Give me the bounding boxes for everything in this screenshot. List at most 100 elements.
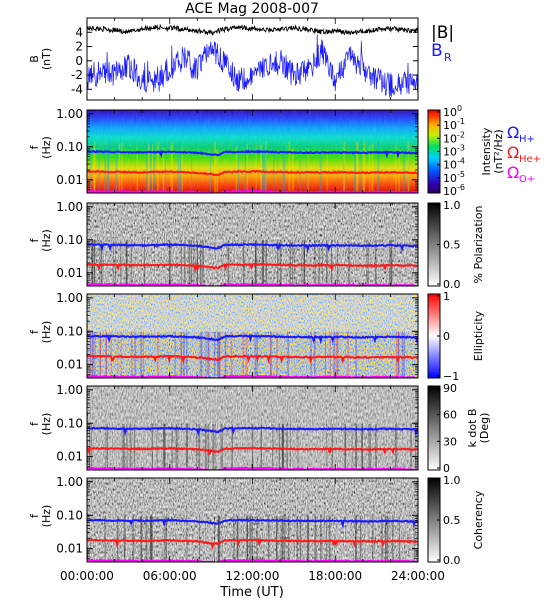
spectrogram-streak [265,141,267,193]
spectrogram-streak [104,144,107,193]
spectrogram-streak [218,331,220,378]
spectrogram-streak [183,331,185,378]
spectrogram-streak [94,331,96,378]
spectrogram-streak [177,423,179,470]
spectrogram-streak [307,148,309,193]
spectrogram-streak [291,147,294,193]
y-tick-label: 0.01 [56,358,83,372]
colorbar-tick-label: 10 [443,185,457,198]
colorbar [427,385,441,471]
spectrogram-streak [212,423,214,470]
spectrogram-streak [362,423,363,470]
spectrogram-streak [118,143,121,193]
spectrogram-streak [174,331,176,378]
spectrogram-streak [270,331,272,378]
spectrogram-streak [254,240,257,286]
spectrogram-streak [288,141,291,193]
spectrogram-streak [398,331,400,378]
y-axis-label: f (Hz) [28,413,53,436]
spectrogram-streak [120,331,122,378]
panel-magnetic-field: 420-2-4B (nT)|B|B R [28,17,454,101]
y-tick-label: 2 [75,40,83,54]
spectrogram-streak [276,515,278,562]
spectrogram-streak [130,240,132,286]
spectrogram-streak [177,142,180,193]
spectrogram-streak [100,240,103,286]
colorbar-tick-label: 0 [443,330,450,343]
spectrogram-streak [273,142,275,193]
spectrogram-streak [282,146,285,193]
y-tick-label: -4 [71,82,83,96]
spectrogram-streak [354,147,357,193]
y-tick-label: 1.00 [56,475,83,489]
colorbar-tick-label: 10 [443,146,457,159]
spectrogram-streak [237,140,240,193]
spectrogram-streak [105,331,108,378]
spectrogram-streak [396,423,398,470]
spectrogram-streak [149,142,152,193]
spectrogram-streak [320,515,322,562]
spectrogram-streak [403,331,405,378]
spectrogram-streak [204,423,207,470]
spectrogram-streak [231,423,233,470]
spectrogram-streak [180,331,182,378]
spectrogram-streak [392,515,394,562]
spectrogram-streak [351,423,353,470]
spectrogram-streak [355,515,357,562]
y-axis-label-line: (Hz) [40,136,53,159]
spectrogram-streak [162,147,165,193]
colorbar-tick-exponent: -6 [457,183,465,192]
colorbar-tick-label: 10 [443,159,457,172]
y-axis-label-line: (Hz) [40,413,53,436]
x-tick-label: 00:00:00 [60,569,114,583]
spectrogram-streak [290,423,291,470]
spectrogram-streak [93,240,95,286]
spectrogram-streak [362,149,365,193]
gyrofrequency-line-he-plus [87,354,418,365]
spectrogram-image [87,110,418,193]
spectrogram-streak [105,423,107,470]
colorbar-tick-exponent: -2 [457,130,465,139]
spectrogram-streak [307,515,309,562]
spectrogram-streak [335,331,337,378]
spectrogram-streak [251,423,254,470]
spectrogram-streak [347,331,349,378]
spectrogram-streak [162,423,165,470]
spectrogram-streak [107,140,110,193]
spectrogram-streak [270,331,272,378]
spectrogram-streak [374,240,377,286]
spectrogram-streak [151,423,154,470]
spectrogram-streak [276,515,278,562]
spectrogram-streak [355,515,357,562]
legend-omega-subscript: He+ [519,154,541,165]
spectrogram-streak [186,331,188,378]
spectrogram-streak [140,331,142,378]
spectrogram-streak [164,423,166,470]
spectrogram-streak [372,515,374,562]
spectrogram-streak [246,144,248,193]
x-tick-label: 18:00:00 [308,569,362,583]
spectrogram-streak [389,240,391,286]
spectrogram-streak [272,423,274,470]
spectrogram-streak [184,240,186,286]
spectrogram-streak [402,144,405,193]
legend-b-r-subscript: R [444,51,452,64]
spectrogram-streak [91,240,93,286]
spectrogram-streak [151,515,153,562]
colorbar-tick-label: 0.0 [443,278,461,291]
spectrogram-streak [256,515,258,562]
spectrogram-streak [117,331,119,378]
spectrogram-streak [280,515,282,562]
spectrogram-streak [344,423,346,470]
spectrogram-image [87,294,418,378]
y-tick-label: 0.10 [56,233,83,247]
spectrogram-streak [196,240,198,286]
spectrogram-streak [99,331,102,378]
spectrogram-streak [134,331,136,378]
spectrogram-streak [129,423,132,470]
spectrogram-streak [186,423,188,470]
spectrogram-streak [287,515,290,562]
